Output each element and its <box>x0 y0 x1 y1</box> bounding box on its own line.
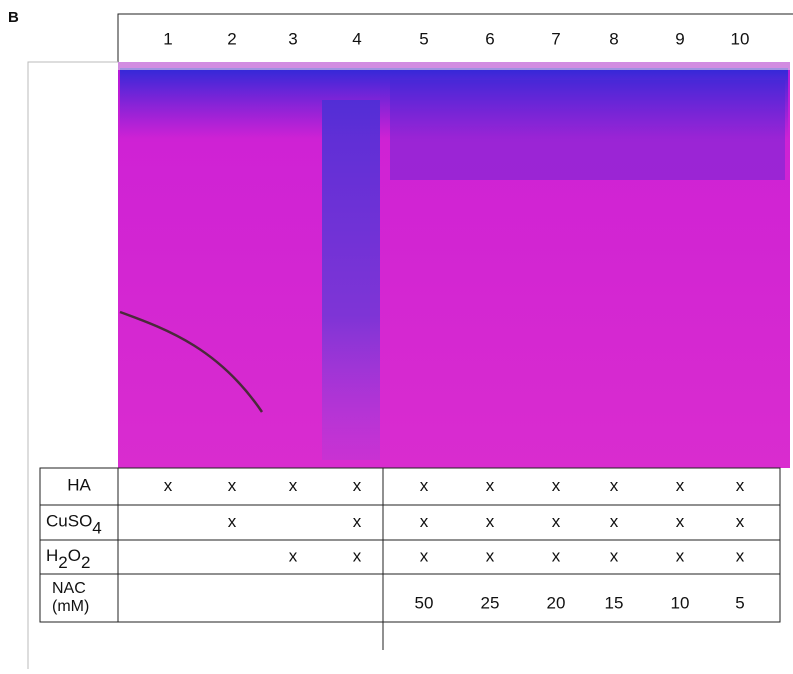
label-part: HA <box>67 476 91 495</box>
table-cell: x <box>486 476 495 495</box>
table-cell: 50 <box>415 593 434 612</box>
table-cell: x <box>736 476 745 495</box>
label-part: 2 <box>58 553 67 572</box>
sample-table <box>39 467 781 650</box>
table-cell: x <box>289 546 298 565</box>
table-cell: x <box>353 546 362 565</box>
row-label: (mM) <box>52 598 89 615</box>
row-label: CuSO4 <box>46 512 102 538</box>
table-cell: x <box>676 476 685 495</box>
table-cell: x <box>486 546 495 565</box>
lane-number: 1 <box>163 29 172 48</box>
table-cell: x <box>676 512 685 531</box>
table-cell: x <box>552 476 561 495</box>
gel-image <box>118 62 790 468</box>
table-cell: x <box>420 476 429 495</box>
label-part: H <box>46 546 58 565</box>
frame-line <box>27 61 118 669</box>
table-cell: x <box>420 546 429 565</box>
row-label: HA <box>67 476 91 495</box>
lane-number: 9 <box>675 29 684 48</box>
table-cell: x <box>228 476 237 495</box>
label-part: O <box>68 546 81 565</box>
table-cell: 20 <box>547 593 566 612</box>
row-label: NAC <box>52 580 86 597</box>
lane-number: 8 <box>609 29 618 48</box>
table-cell: x <box>552 546 561 565</box>
lane-number: 7 <box>551 29 560 48</box>
header-frame <box>117 13 793 62</box>
table-cell: x <box>289 476 298 495</box>
table-cell: x <box>610 546 619 565</box>
label-part: CuSO <box>46 512 92 531</box>
label-part: 2 <box>81 553 90 572</box>
table-cell: x <box>164 476 173 495</box>
lane-number: 10 <box>731 29 750 48</box>
table-cell: x <box>353 512 362 531</box>
table-cell: x <box>353 476 362 495</box>
table-cell: x <box>676 546 685 565</box>
table-cell: x <box>420 512 429 531</box>
table-cell: 5 <box>735 593 744 612</box>
table-cell: x <box>552 512 561 531</box>
row-label: H2O2 <box>46 546 90 572</box>
table-cell: x <box>610 476 619 495</box>
table-cell: x <box>736 512 745 531</box>
label-part: 4 <box>92 519 101 538</box>
table-cell: x <box>736 546 745 565</box>
table-cell: 10 <box>671 593 690 612</box>
table-cell: 25 <box>481 593 500 612</box>
lane-number: 5 <box>419 29 428 48</box>
lane-number: 6 <box>485 29 494 48</box>
lane-number: 3 <box>288 29 297 48</box>
table-cell: x <box>610 512 619 531</box>
panel-label: B <box>8 9 19 26</box>
table-cell: 15 <box>605 593 624 612</box>
table-cell: x <box>228 512 237 531</box>
lane-number: 4 <box>352 29 361 48</box>
lane-number: 2 <box>227 29 236 48</box>
table-cell: x <box>486 512 495 531</box>
